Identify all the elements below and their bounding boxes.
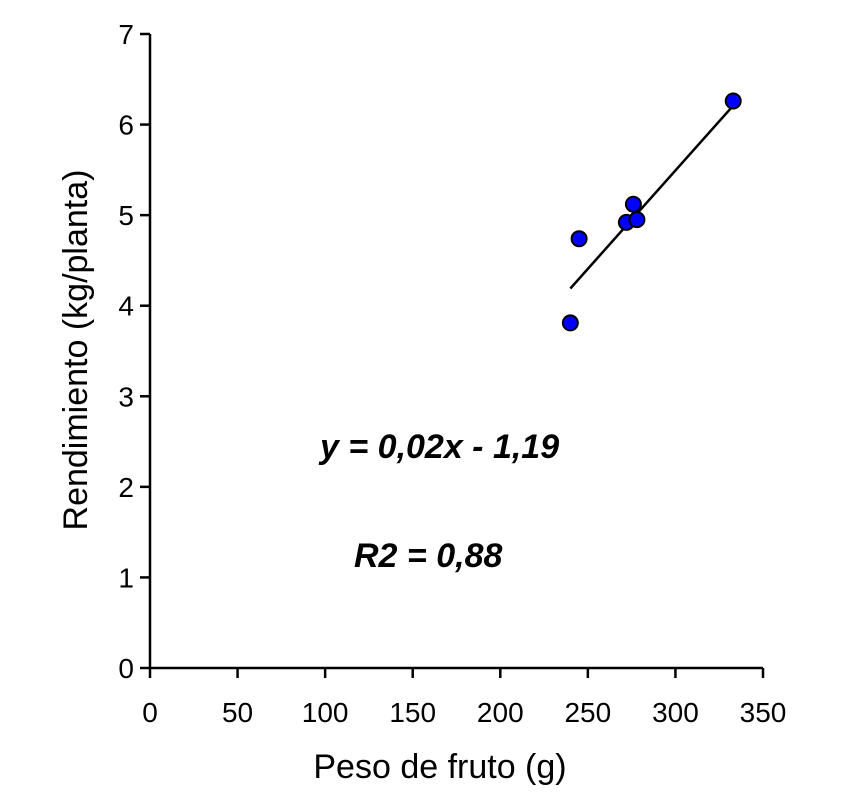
y-tick-label: 2 xyxy=(118,472,134,503)
data-point xyxy=(724,92,742,110)
x-tick-label: 0 xyxy=(142,697,158,728)
x-tick-label: 100 xyxy=(302,697,349,728)
y-tick-label: 0 xyxy=(118,653,134,684)
regression-equation: y = 0,02x - 1,19 xyxy=(318,428,559,466)
y-tick-label: 4 xyxy=(118,291,134,322)
y-tick-label: 1 xyxy=(118,562,134,593)
y-tick-label: 3 xyxy=(118,381,134,412)
r-squared-label: R2 = 0,88 xyxy=(354,537,502,575)
x-tick-label: 50 xyxy=(222,697,253,728)
x-axis-title: Peso de fruto (g) xyxy=(313,748,566,786)
x-tick-label: 350 xyxy=(740,697,787,728)
y-axis-title: Rendimiento (kg/planta) xyxy=(57,170,95,531)
trendline xyxy=(569,104,735,290)
x-tick-label: 200 xyxy=(477,697,524,728)
data-point xyxy=(624,195,642,213)
y-tick-label: 7 xyxy=(118,19,134,50)
y-tick-label: 5 xyxy=(118,200,134,231)
y-axis-ticks: 0 1 2 3 4 5 6 7 xyxy=(118,19,150,684)
data-point xyxy=(628,211,646,229)
x-tick-label: 250 xyxy=(564,697,611,728)
y-tick-label: 6 xyxy=(118,110,134,141)
axes xyxy=(148,34,763,670)
data-point xyxy=(561,314,579,332)
x-tick-label: 150 xyxy=(389,697,436,728)
data-point xyxy=(570,230,588,248)
data-points xyxy=(561,92,742,332)
x-axis-ticks: 0 50 100 150 200 250 300 350 xyxy=(142,668,786,728)
x-tick-label: 300 xyxy=(652,697,699,728)
